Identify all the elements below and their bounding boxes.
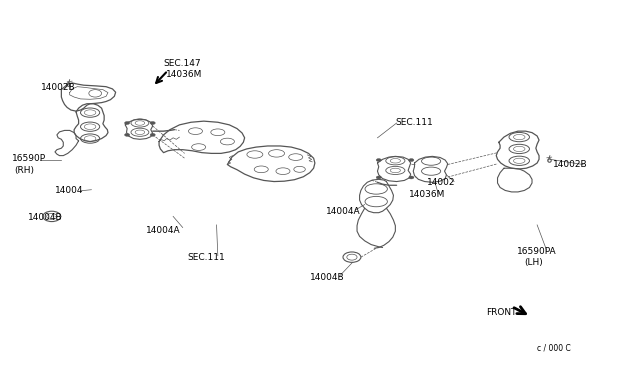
- Text: 14004B: 14004B: [310, 273, 345, 282]
- Text: 14002B: 14002B: [41, 83, 76, 92]
- Text: 14002: 14002: [428, 178, 456, 187]
- Text: SEC.111: SEC.111: [187, 253, 225, 262]
- Text: SEC.111: SEC.111: [396, 119, 433, 128]
- Text: (RH): (RH): [15, 166, 35, 174]
- Text: (LH): (LH): [524, 258, 543, 267]
- Text: 14004A: 14004A: [147, 226, 181, 235]
- Text: FRONT: FRONT: [486, 308, 516, 317]
- Text: 14004: 14004: [55, 186, 83, 195]
- Circle shape: [150, 122, 156, 125]
- Circle shape: [125, 122, 130, 125]
- Text: 14004B: 14004B: [28, 213, 62, 222]
- Text: 14036M: 14036M: [166, 70, 202, 79]
- Circle shape: [125, 134, 130, 137]
- Circle shape: [376, 158, 381, 161]
- Circle shape: [376, 176, 381, 179]
- Circle shape: [409, 176, 414, 179]
- Text: SEC.147: SEC.147: [164, 59, 201, 68]
- Text: 16590P: 16590P: [12, 154, 46, 163]
- Circle shape: [409, 158, 414, 161]
- Text: 14004A: 14004A: [326, 207, 361, 216]
- Text: 14036M: 14036M: [410, 190, 446, 199]
- Text: 14002B: 14002B: [553, 160, 588, 169]
- Text: 16590PA: 16590PA: [516, 247, 556, 256]
- Circle shape: [150, 134, 156, 137]
- Text: c / 000 C: c / 000 C: [537, 344, 571, 353]
